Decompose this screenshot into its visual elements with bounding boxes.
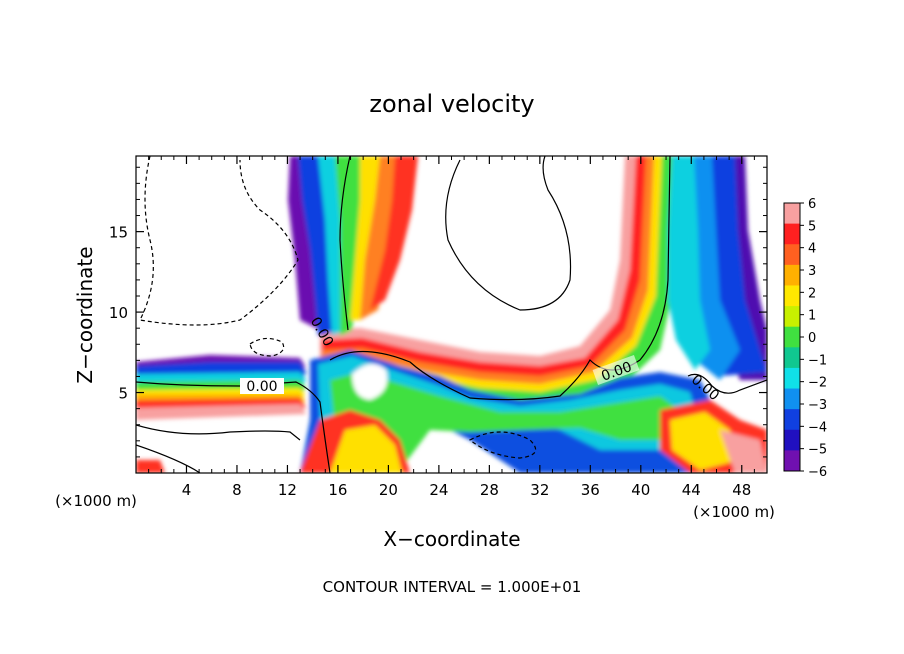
field-arc-red [322, 156, 676, 398]
colorbar-label: −3 [808, 398, 827, 413]
y-ticks: 5 10 15 [109, 166, 767, 458]
x-axis-label: X−coordinate [383, 527, 520, 551]
colorbar-swatch [784, 326, 800, 348]
x-tick-label: 36 [581, 481, 600, 499]
contour-positive-lowleft2 [136, 444, 201, 473]
contour-label-1: 0.00 [246, 379, 277, 395]
y-tick-label: 15 [109, 224, 128, 242]
field-band-low-pink [136, 404, 306, 420]
colorbar-swatch [784, 223, 800, 245]
contour-interval-note: CONTOUR INTERVAL = 1.000E+01 [323, 578, 582, 596]
colorbar-swatch [784, 388, 800, 410]
x-tick-label: 8 [232, 481, 242, 499]
x-unit-right: (×1000 m) [693, 503, 775, 521]
x-tick-label: 44 [682, 481, 701, 499]
colorbar-swatch [784, 244, 800, 266]
contour-zero-upper [339, 156, 351, 331]
colorbar-label: 2 [808, 286, 816, 301]
field-lower-right-yellow [670, 412, 740, 470]
x-tick-label: 4 [182, 481, 192, 499]
colorbar-swatch [784, 285, 800, 307]
field-center-yellow [330, 425, 402, 473]
contour-dashed-bottom [468, 431, 537, 459]
colorbar-label: 5 [808, 219, 816, 234]
field-jet-right-cyan [668, 156, 710, 370]
y-tick-label: 10 [109, 304, 128, 322]
contour-dashed-oval [249, 337, 285, 357]
field-jet-left-red [370, 156, 418, 310]
colorbar-label: 3 [808, 264, 816, 279]
colorbar-label: 4 [808, 242, 816, 257]
x-unit-left: (×1000 m) [55, 492, 137, 510]
contour-positive-lowleft [136, 424, 301, 441]
colorbar-swatch [784, 347, 800, 369]
colorbar-label: −2 [808, 376, 827, 391]
contour-zero-right [687, 373, 767, 394]
x-tick-label: 28 [480, 481, 499, 499]
contour-dashed-left [139, 156, 299, 326]
chart-title: zonal velocity [369, 90, 534, 118]
x-tick-label: 40 [631, 481, 650, 499]
colorbar-label: −6 [808, 465, 827, 480]
x-ticks: 4 8 12 16 20 24 28 32 36 40 44 48 [148, 156, 755, 499]
x-tick-label: 20 [379, 481, 398, 499]
y-axis-label: Z−coordinate [73, 246, 97, 383]
contour-lines [136, 156, 767, 473]
x-tick-label: 12 [278, 481, 297, 499]
contour-zero-center [329, 156, 671, 401]
contour-positive-arc [445, 156, 572, 311]
colorbar-swatch [784, 264, 800, 286]
field-arc-pink [320, 156, 680, 396]
colorbar-label: −5 [808, 443, 827, 458]
colorbar-swatch [784, 306, 800, 328]
colorbar-swatch [784, 203, 800, 225]
x-tick-label: 32 [530, 481, 549, 499]
colorbar-swatch [784, 429, 800, 451]
field-center-green [330, 372, 680, 470]
colorbar-swatch [784, 367, 800, 390]
colorbar-swatch [784, 409, 800, 431]
heatmap-field [136, 156, 767, 473]
x-tick-label: 24 [429, 481, 448, 499]
field-center-white-hole [352, 363, 388, 400]
x-tick-label: 48 [732, 481, 751, 499]
x-tick-label: 16 [328, 481, 347, 499]
field-lower-right-pink [720, 430, 767, 473]
colorbar-label: 0 [808, 331, 816, 346]
colorbar-swatch [784, 450, 800, 472]
y-tick-label: 5 [118, 385, 128, 403]
colorbar-label: −1 [808, 353, 827, 368]
colorbar-label: −4 [808, 420, 827, 435]
field-bottom-left-red [136, 460, 165, 473]
colorbar-label: 1 [808, 309, 816, 324]
contour-zero-left [136, 381, 331, 473]
colorbar: 6 5 4 3 2 1 0 −1 −2 −3 −4 −5 −6 [783, 197, 827, 480]
colorbar-label: 6 [808, 197, 816, 212]
